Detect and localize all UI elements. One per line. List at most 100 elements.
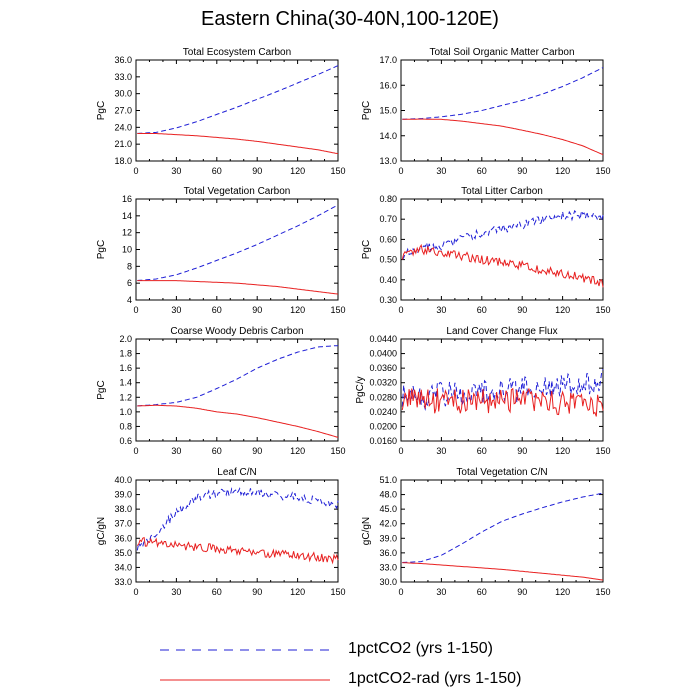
x-tick-label: 150 [330, 305, 345, 315]
x-tick-label: 0 [398, 166, 403, 176]
y-tick-label: 27.0 [114, 106, 132, 116]
y-tick-label: 1.2 [119, 392, 132, 402]
panel-title: Land Cover Change Flux [446, 326, 557, 337]
plot-frame [135, 198, 339, 301]
y-tick-label: 36.0 [114, 55, 132, 65]
y-axis-label: gC/gN [361, 517, 372, 545]
y-tick-label: 14.0 [379, 131, 397, 141]
x-tick-label: 90 [517, 446, 527, 456]
y-tick-label: 21.0 [114, 139, 132, 149]
y-tick-label: 30.0 [114, 89, 132, 99]
y-tick-label: 51.0 [379, 475, 397, 485]
series-line-1pctco2-rad-yrs-1-150 [402, 118, 604, 156]
x-tick-label: 90 [252, 587, 262, 597]
y-axis-label: PgC [361, 240, 372, 259]
series-line-1pctco2-rad-yrs-1-150 [137, 280, 339, 295]
x-tick-label: 60 [212, 166, 222, 176]
x-tick-label: 60 [477, 166, 487, 176]
plot-frame [400, 338, 604, 442]
x-tick-label: 30 [171, 166, 181, 176]
y-tick-label: 0.0240 [369, 407, 397, 417]
x-tick-label: 120 [290, 166, 305, 176]
panel-title: Total Vegetation C/N [456, 467, 547, 478]
x-tick-label: 0 [398, 446, 403, 456]
y-tick-label: 37.0 [114, 519, 132, 529]
x-tick-label: 120 [290, 587, 305, 597]
x-tick-label: 150 [330, 587, 345, 597]
plot-frame [135, 479, 339, 583]
x-tick-label: 90 [252, 446, 262, 456]
y-tick-label: 2.0 [119, 334, 132, 344]
y-tick-label: 4 [127, 295, 132, 305]
x-tick-label: 0 [398, 587, 403, 597]
x-tick-label: 120 [290, 446, 305, 456]
y-tick-label: 42.0 [379, 519, 397, 529]
y-axis-label: PgC [96, 380, 107, 399]
x-tick-label: 30 [436, 305, 446, 315]
panel-title: Coarse Woody Debris Carbon [170, 326, 303, 337]
y-tick-label: 12 [122, 228, 132, 238]
series-line-1pctco2-rad-yrs-1-150 [402, 562, 604, 581]
series-line-1pctco2-yrs-1-150 [402, 492, 604, 563]
series-line-1pctco2-yrs-1-150 [137, 345, 339, 407]
y-tick-label: 0.60 [379, 234, 397, 244]
panel-title: Total Ecosystem Carbon [183, 47, 291, 58]
panel-coarse-woody-debris-carbon: Coarse Woody Debris Carbon 0 30 60 90 120 150 0… [96, 326, 346, 456]
x-tick-label: 30 [436, 166, 446, 176]
plot-frame [400, 198, 604, 301]
panel-title: Total Soil Organic Matter Carbon [429, 47, 574, 58]
panel-total-vegetation-carbon: Total Vegetation Carbon 0 30 60 90 120 150 4 6 8 1… [96, 186, 346, 315]
series-line-1pctco2-yrs-1-150 [401, 368, 604, 412]
y-tick-label: 36.0 [114, 533, 132, 543]
y-tick-label: 15.0 [379, 106, 397, 116]
series-line-1pctco2-rad-yrs-1-150 [136, 536, 339, 565]
y-tick-label: 40.0 [114, 475, 132, 485]
y-tick-label: 1.4 [119, 378, 132, 388]
x-tick-label: 120 [555, 587, 570, 597]
x-tick-label: 150 [330, 166, 345, 176]
panel-total-soil-organic-matter-carbon: Total Soil Organic Matter Carbon 0 30 60 90 1… [361, 47, 611, 176]
y-tick-label: 16 [122, 194, 132, 204]
y-tick-label: 13.0 [379, 156, 397, 166]
y-tick-label: 39.0 [379, 533, 397, 543]
y-tick-label: 33.0 [114, 72, 132, 82]
x-tick-label: 60 [477, 587, 487, 597]
x-tick-label: 60 [477, 305, 487, 315]
y-tick-label: 16.0 [379, 80, 397, 90]
panel-title: Total Vegetation Carbon [184, 186, 291, 197]
x-tick-label: 150 [595, 305, 610, 315]
x-tick-label: 90 [517, 305, 527, 315]
y-tick-label: 33.0 [379, 562, 397, 572]
y-tick-label: 6 [127, 278, 132, 288]
y-axis-label: PgC [96, 101, 107, 120]
y-tick-label: 18.0 [114, 156, 132, 166]
x-tick-label: 0 [133, 587, 138, 597]
series-line-1pctco2-yrs-1-150 [137, 65, 339, 134]
y-tick-label: 0.0440 [369, 334, 397, 344]
panel-title: Leaf C/N [217, 467, 256, 478]
series-line-1pctco2-rad-yrs-1-150 [401, 387, 604, 417]
y-tick-label: 0.0200 [369, 421, 397, 431]
x-tick-label: 150 [330, 446, 345, 456]
y-tick-label: 0.0360 [369, 363, 397, 373]
x-tick-label: 120 [555, 446, 570, 456]
x-tick-label: 60 [212, 587, 222, 597]
x-tick-label: 150 [595, 587, 610, 597]
x-tick-label: 90 [517, 587, 527, 597]
x-tick-label: 30 [436, 587, 446, 597]
y-tick-label: 10 [122, 245, 132, 255]
y-tick-label: 0.0400 [369, 349, 397, 359]
y-tick-label: 0.0280 [369, 392, 397, 402]
y-axis-label: PgC [96, 240, 107, 259]
x-tick-label: 30 [171, 587, 181, 597]
panel-total-vegetation-c-n: Total Vegetation C/N 0 30 60 90 120 150 30.0 33.… [361, 467, 611, 597]
x-tick-label: 60 [477, 446, 487, 456]
y-tick-label: 34.0 [114, 562, 132, 572]
x-tick-label: 0 [398, 305, 403, 315]
x-tick-label: 90 [252, 166, 262, 176]
y-tick-label: 48.0 [379, 490, 397, 500]
y-tick-label: 45.0 [379, 504, 397, 514]
y-tick-label: 38.0 [114, 504, 132, 514]
x-tick-label: 60 [212, 446, 222, 456]
x-tick-label: 0 [133, 166, 138, 176]
